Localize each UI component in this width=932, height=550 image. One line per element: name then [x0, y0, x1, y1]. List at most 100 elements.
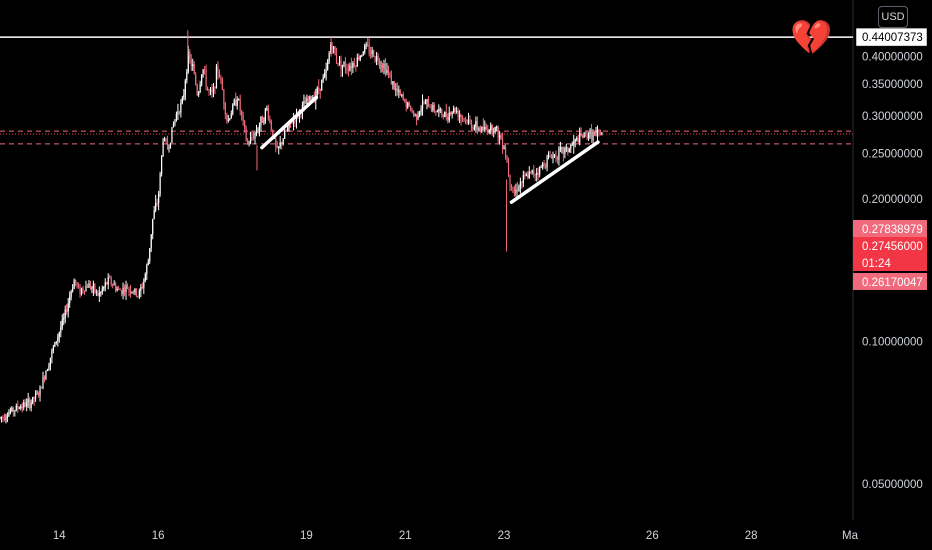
candle-body	[547, 155, 550, 157]
price-tags: 0.44007373 0.27838979 0.27456000 01:24 0.261…	[853, 27, 928, 290]
candle-body	[359, 55, 361, 60]
candle-body	[66, 309, 68, 312]
candle-body	[270, 121, 272, 130]
candle-body	[509, 174, 511, 185]
candle-body	[21, 406, 23, 408]
x-tick-label: Ma	[842, 530, 859, 542]
candle-body	[278, 146, 280, 148]
candle-body	[175, 113, 178, 120]
candle-body	[316, 87, 318, 96]
candle-body	[398, 90, 400, 92]
candle-body	[0, 417, 1, 419]
candle-body	[223, 89, 225, 104]
candle-body	[211, 89, 213, 94]
candle-body	[377, 55, 379, 62]
candle-body	[214, 87, 216, 89]
candle-body	[48, 365, 50, 371]
candle-body	[524, 175, 526, 177]
candle-body	[513, 192, 516, 194]
candle-body	[499, 135, 501, 138]
candle-body	[30, 402, 32, 409]
candle-body	[291, 122, 293, 124]
price-tag-label: 01:24	[862, 258, 891, 270]
candle-body	[587, 134, 590, 139]
candle-body	[580, 133, 582, 137]
candle-body	[235, 99, 237, 106]
candle-body	[592, 132, 594, 141]
candle-body	[367, 44, 369, 46]
candle-body	[14, 410, 16, 412]
candle-body	[70, 291, 72, 297]
trendlines[interactable]	[260, 95, 600, 204]
candle-body	[232, 104, 234, 114]
candle-body	[91, 287, 93, 289]
candle-body	[95, 291, 97, 293]
candle-body	[491, 125, 493, 132]
candle-body	[470, 121, 473, 128]
candle-body	[556, 158, 559, 160]
candle-body	[395, 88, 397, 90]
candle-body	[152, 218, 154, 235]
candle-body	[61, 319, 63, 328]
candle-body	[596, 130, 599, 133]
candle-body	[113, 284, 115, 286]
x-tick-label: 21	[399, 530, 412, 542]
x-tick-label: 28	[745, 530, 758, 542]
candle-body	[507, 162, 510, 175]
candle-body	[303, 100, 305, 105]
candle-body	[390, 75, 392, 85]
candle-body	[528, 171, 530, 178]
candle-body	[525, 174, 527, 177]
candle-body	[309, 96, 311, 101]
candle-body	[76, 282, 78, 286]
candle-body	[26, 402, 28, 407]
candle-body	[104, 282, 106, 288]
candle-body	[349, 65, 351, 71]
candle-body	[453, 107, 455, 113]
candle-body	[98, 293, 100, 296]
candle-body	[494, 127, 496, 132]
candle-body	[36, 393, 38, 395]
candle-body	[107, 277, 109, 285]
candle-body	[215, 66, 218, 89]
candle-body	[131, 291, 133, 293]
candle-body	[439, 109, 441, 111]
resistance-price-label: 0.44007373	[862, 32, 923, 44]
candle-body	[537, 172, 539, 175]
candle-body	[393, 81, 395, 90]
y-tick-label: 0.30000000	[862, 111, 923, 123]
candle-body	[266, 108, 268, 110]
candle-body	[212, 87, 215, 94]
candle-body	[24, 402, 26, 407]
candle-body	[540, 166, 542, 168]
candle-body	[436, 111, 438, 113]
candle-body	[593, 132, 596, 135]
candle-body	[582, 136, 584, 138]
candle-body	[11, 407, 13, 412]
candle-body	[18, 408, 20, 410]
candle-body	[521, 182, 523, 184]
candle-body	[257, 130, 259, 133]
candle-body	[29, 399, 31, 409]
candle-body	[414, 114, 416, 116]
candle-body	[109, 277, 111, 279]
candle-body	[141, 287, 143, 289]
trendline[interactable]	[509, 140, 600, 204]
candle-body	[410, 105, 412, 112]
candle-body	[279, 142, 281, 147]
candle-body	[497, 126, 499, 138]
candle-body	[147, 261, 149, 266]
x-tick-label: 16	[152, 530, 165, 542]
trendline[interactable]	[260, 95, 319, 150]
candle-body	[155, 202, 157, 211]
candle-body	[423, 102, 425, 104]
candle-body	[149, 247, 151, 262]
candle-body	[140, 287, 142, 291]
candle-body	[478, 128, 480, 130]
candle-body	[138, 290, 140, 297]
candle-body	[49, 357, 52, 366]
currency-button[interactable]: USD	[878, 6, 908, 28]
candle-body	[555, 154, 557, 159]
candle-body	[272, 129, 274, 139]
